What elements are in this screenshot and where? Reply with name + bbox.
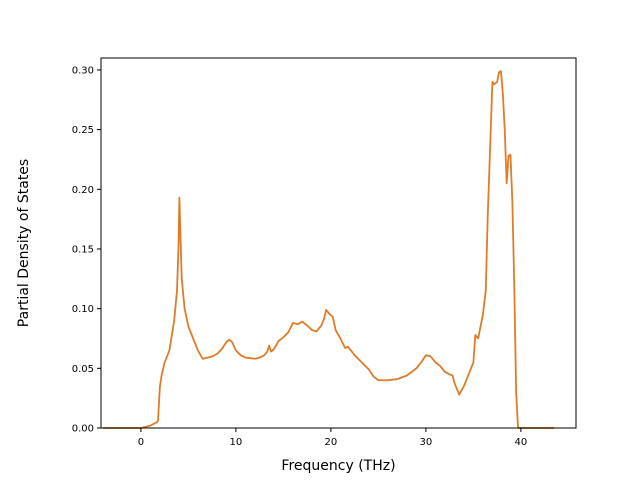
x-tick-label: 20 — [325, 437, 338, 448]
y-tick-label: 0.20 — [72, 185, 94, 196]
x-axis-label: Frequency (THz) — [281, 458, 395, 474]
y-tick-label: 0.15 — [72, 244, 94, 255]
y-axis-ticks: 0.00 0.05 0.10 0.15 0.20 0.25 0.30 — [72, 65, 101, 435]
x-axis-ticks: 0 10 20 30 40 — [138, 428, 528, 448]
y-tick-label: 0.05 — [72, 364, 94, 375]
x-tick-label: 30 — [420, 437, 433, 448]
series-line — [102, 70, 555, 429]
y-tick-label: 0.00 — [72, 424, 94, 435]
y-tick-label: 0.25 — [72, 125, 94, 136]
x-tick-label: 0 — [138, 437, 144, 448]
y-tick-label: 0.10 — [72, 304, 94, 315]
x-tick-label: 10 — [230, 437, 243, 448]
x-tick-label: 40 — [515, 437, 528, 448]
y-tick-label: 0.30 — [72, 65, 94, 76]
plot-area — [100, 57, 577, 429]
y-axis-label: Partial Density of States — [16, 159, 32, 327]
axes-frame — [100, 57, 577, 429]
